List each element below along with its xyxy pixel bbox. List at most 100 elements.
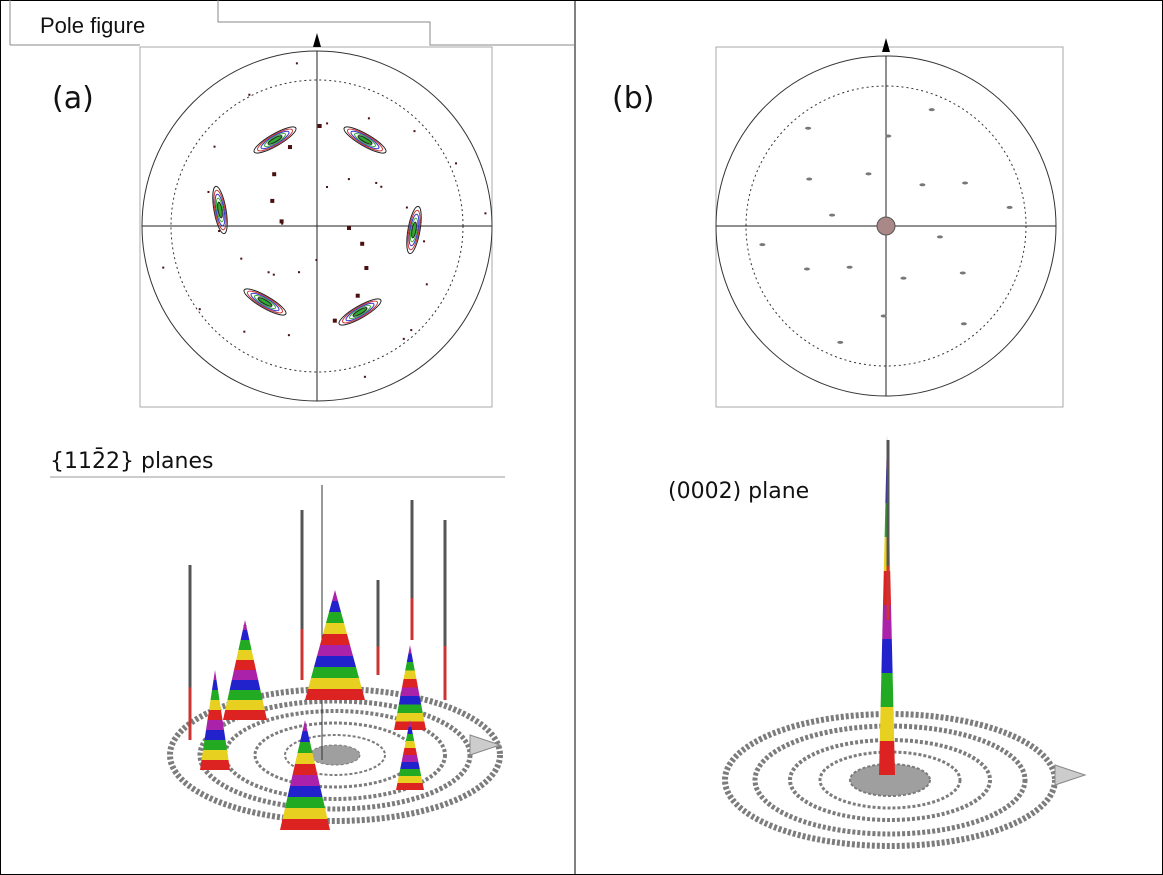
peak-band	[206, 720, 224, 730]
peak-band	[223, 710, 267, 720]
minor-spot	[402, 337, 405, 340]
pole-spot	[350, 130, 380, 150]
peak-band	[408, 645, 412, 654]
peak-band	[326, 612, 344, 623]
center-spot	[876, 216, 896, 236]
minor-spot	[805, 126, 812, 130]
minor-spot	[287, 145, 292, 150]
minor-spot	[413, 130, 416, 133]
pole-spot	[407, 209, 421, 251]
minor-spot	[928, 108, 935, 112]
minor-spot	[287, 334, 290, 337]
pole-spot	[352, 307, 368, 317]
minor-spot	[281, 222, 284, 225]
minor-spot	[198, 308, 201, 311]
peak-band	[200, 760, 230, 770]
surface-ring	[309, 744, 361, 766]
peak-band	[234, 660, 256, 670]
axis-arrow	[469, 734, 502, 756]
peak-band	[300, 731, 310, 742]
minor-spot	[364, 265, 369, 270]
peak-band	[329, 601, 341, 612]
minor-spot	[380, 185, 383, 188]
pole-spot	[411, 221, 417, 239]
minor-spot	[243, 330, 246, 333]
peak-band	[212, 680, 218, 690]
axis-arrow	[1054, 764, 1087, 786]
minor-spot	[355, 293, 360, 298]
panel-label: (a)	[52, 81, 94, 116]
tab-edge	[217, 0, 575, 46]
minor-spot	[962, 181, 969, 185]
minor-spot	[317, 124, 322, 129]
peak-band	[400, 687, 420, 696]
peak-band	[406, 653, 414, 662]
peak-band	[397, 704, 423, 713]
panel-label: (b)	[612, 81, 654, 116]
pole-spot	[357, 135, 373, 145]
pole-spot	[354, 132, 376, 148]
minor-spot	[900, 276, 907, 280]
surface-ring	[167, 686, 503, 824]
peak-band	[204, 730, 226, 740]
pole-spot	[253, 126, 297, 154]
minor-spot	[865, 172, 872, 176]
peak-band	[402, 679, 418, 688]
minor-spot	[326, 122, 329, 125]
peak-band	[201, 750, 229, 760]
pole-spot	[345, 302, 375, 322]
minor-spot	[484, 212, 487, 215]
minor-spot	[846, 265, 853, 269]
peak-band	[407, 727, 413, 734]
peak-band	[203, 740, 227, 750]
minor-spot	[837, 340, 844, 344]
pole-spot	[264, 132, 286, 148]
minor-spot	[213, 145, 216, 148]
minor-spot	[410, 329, 413, 332]
peak-band	[332, 590, 338, 601]
peak-band	[400, 762, 420, 769]
pole-spot	[338, 298, 382, 326]
minor-spot	[455, 162, 458, 165]
peak-band	[287, 786, 323, 797]
pole-spot	[250, 292, 280, 312]
pole-spot	[257, 297, 273, 307]
peak-band	[236, 650, 254, 660]
surface-ring	[284, 734, 386, 776]
minor-spot	[880, 314, 887, 318]
tab-title: Pole figure	[40, 13, 145, 38]
minor-spot	[806, 177, 813, 181]
pole-spot	[217, 201, 223, 219]
minor-spot	[829, 213, 836, 217]
minor-spot	[423, 240, 426, 243]
peak-band	[405, 734, 415, 741]
peak-band	[302, 720, 308, 731]
minor-spot	[332, 318, 337, 323]
minor-spot	[959, 271, 966, 275]
minor-spot	[298, 271, 301, 274]
peak-band	[881, 639, 893, 673]
minor-spot	[375, 181, 378, 184]
peak-band	[227, 690, 263, 700]
minor-spot	[272, 172, 277, 177]
minor-spot	[1006, 205, 1013, 209]
panel-caption: (0002) plane	[668, 479, 809, 504]
minor-spot	[315, 258, 318, 261]
peak-band	[213, 670, 217, 680]
peak-band	[879, 741, 895, 775]
minor-spot	[936, 235, 943, 239]
minor-spot	[326, 186, 329, 189]
peak-band	[295, 753, 315, 764]
pole-spot	[212, 185, 228, 235]
peak-band	[225, 700, 265, 710]
pole-spot	[349, 304, 371, 320]
peak-band	[229, 680, 261, 690]
minor-spot	[162, 266, 165, 269]
peak-band	[404, 741, 416, 748]
arrow	[313, 33, 321, 47]
peak-band	[403, 670, 417, 679]
pole-spot	[257, 128, 293, 152]
pole-spot	[243, 288, 287, 316]
minor-spot	[425, 283, 428, 286]
peak-band	[207, 710, 223, 720]
